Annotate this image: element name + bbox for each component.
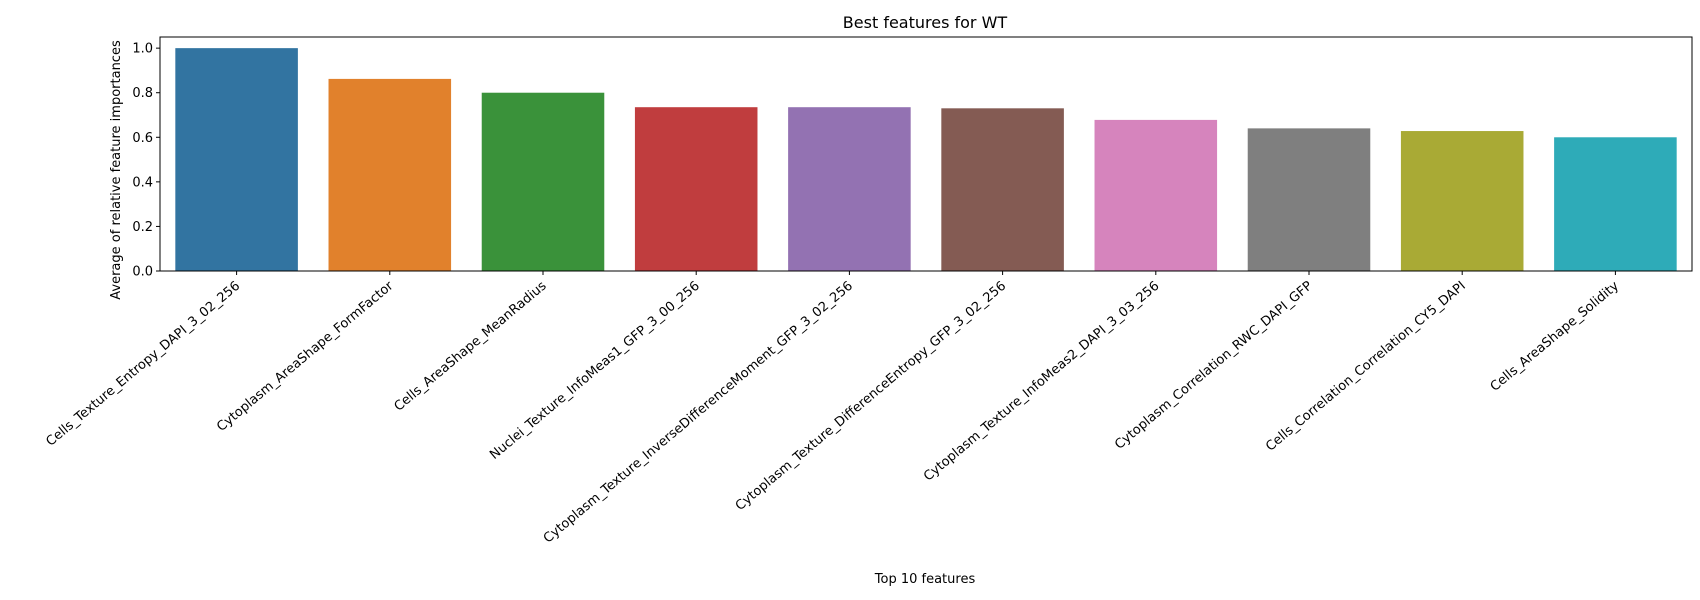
bar-2: [328, 78, 452, 271]
bar-10: [1554, 137, 1677, 271]
bar-6: [941, 108, 1064, 271]
x-tick-label: Cells_Texture_Entropy_DAPI_3_02_256: [43, 279, 243, 450]
y-tick-label: 1.0: [132, 42, 153, 57]
bar-9: [1400, 131, 1524, 271]
x-tick-label: Cytoplasm_Texture_InverseDifferenceMomen…: [541, 279, 856, 547]
bars-layer: [175, 48, 1677, 272]
y-tick-label: 0.6: [132, 131, 153, 146]
y-tick-label: 0.8: [132, 86, 153, 101]
bar-4: [634, 107, 758, 271]
x-tick-label: Cytoplasm_Texture_InfoMeas2_DAPI_3_03_25…: [921, 279, 1162, 485]
x-tick-label: Cytoplasm_Texture_DifferenceEntropy_GFP_…: [733, 279, 1009, 514]
bar-7: [1094, 119, 1218, 271]
bar-1: [175, 48, 298, 272]
y-tick-label: 0.0: [132, 265, 153, 280]
y-tick-label: 0.4: [132, 175, 153, 190]
chart-title: Best features for WT: [843, 13, 1008, 32]
y-tick-label: 0.2: [132, 220, 153, 235]
x-tick-label: Cells_AreaShape_Solidity: [1488, 278, 1623, 394]
plot-frame: [159, 36, 1693, 272]
y-axis-label: Average of relative feature importances: [109, 40, 124, 300]
x-tick-label: Cytoplasm_AreaShape_FormFactor: [214, 278, 397, 435]
bar-8: [1247, 128, 1371, 271]
bar-3: [481, 92, 605, 271]
x-tick-label: Cells_AreaShape_MeanRadius: [392, 278, 550, 414]
x-axis-label: Top 10 features: [874, 572, 976, 587]
bar-5: [788, 107, 911, 271]
